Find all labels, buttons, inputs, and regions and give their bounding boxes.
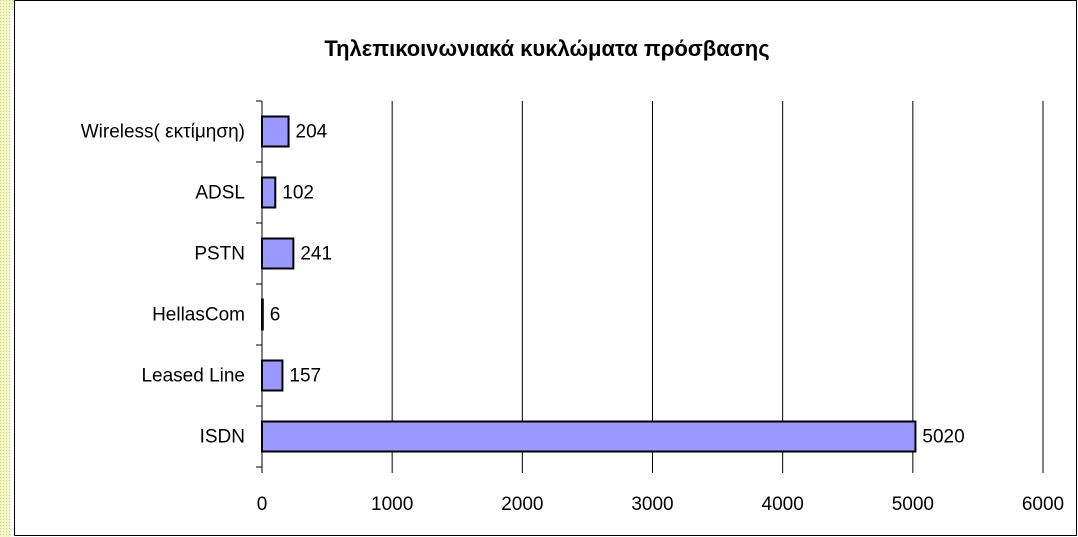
x-tick-label: 2000 (501, 494, 543, 515)
y-tick-label: Leased Line (141, 366, 245, 387)
x-tick-label: 6000 (1022, 494, 1064, 515)
data-label: 5020 (922, 427, 964, 448)
y-tick-label: ADSL (195, 183, 245, 204)
bar (261, 359, 284, 392)
data-label: 102 (282, 183, 314, 204)
bar (261, 115, 290, 148)
x-tick-label: 0 (257, 494, 268, 515)
left-strip (0, 0, 10, 537)
bar (261, 237, 295, 270)
data-label: 6 (270, 305, 281, 326)
bar (261, 420, 917, 453)
x-tick-label: 4000 (762, 494, 804, 515)
data-label: 157 (289, 366, 321, 387)
y-tick-label: ISDN (200, 427, 245, 448)
y-tick-label: Wireless( εκτίμηση) (81, 122, 245, 143)
y-tick-label: PSTN (194, 244, 245, 265)
x-tick-label: 5000 (892, 494, 934, 515)
x-tick-label: 1000 (371, 494, 413, 515)
bar (261, 298, 264, 331)
chart-title: Τηλεπικοινωνιακά κυκλώματα πρόσβασης (324, 36, 769, 61)
bar (261, 176, 277, 209)
chart-border (14, 0, 1077, 536)
data-label: 241 (300, 244, 332, 265)
data-label: 204 (296, 122, 328, 143)
x-tick-label: 3000 (631, 494, 673, 515)
y-tick-label: HellasCom (152, 305, 245, 326)
